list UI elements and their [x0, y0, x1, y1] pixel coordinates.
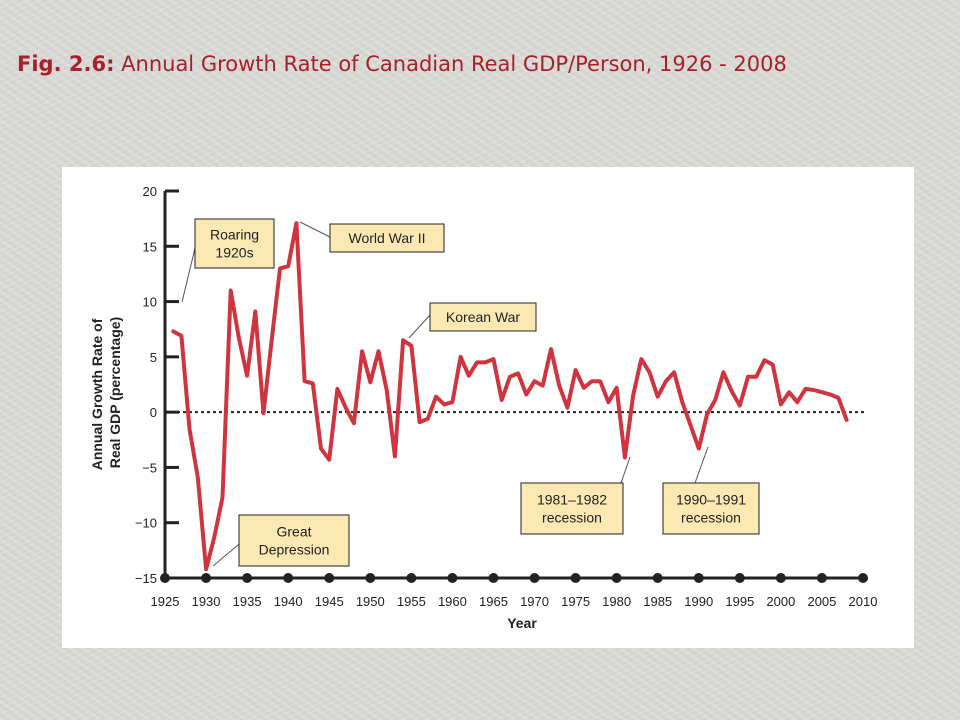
annotation-1990-1991-recession-box [662, 482, 760, 535]
slide-title: Fig. 2.6: Annual Growth Rate of Canadian… [17, 52, 787, 76]
annotation-1990-1991-recession-text: recession [681, 510, 741, 526]
y-axis-label-line-2: Real GDP (percentage) [107, 317, 123, 468]
x-tick-label: 1985 [643, 594, 672, 609]
y-axis-label-line-1: Annual Growth Rate of [89, 318, 105, 470]
x-tick-label: 1965 [479, 594, 508, 609]
annotation-great-depression-box [238, 514, 350, 567]
x-tick-label: 1990 [684, 594, 713, 609]
y-tick-label: 5 [150, 350, 157, 365]
y-tick-label: −5 [142, 460, 157, 475]
annotation-korean-war-text: Korean War [446, 309, 521, 325]
series-layer [171, 221, 849, 572]
annotation-1990-1991-recession-text: 1990–1991 [676, 492, 746, 508]
gdp-growth-chart: −15 −10 −5 0 5 10 15 20 1925 1930 1935 1940 1945 195… [89, 184, 878, 631]
y-tick-label: −10 [135, 516, 157, 531]
growth-rate-line [171, 221, 849, 572]
x-tick-label: 1980 [602, 594, 631, 609]
annotation-roaring-1920s-text: Roaring [210, 227, 259, 243]
y-tick-label: 0 [150, 405, 157, 420]
annotations: Roaring 1920s World War II Korean War Great D… [194, 218, 760, 567]
annotation-1981-1982-recession-box [520, 482, 624, 535]
annotation-roaring-1920s-box [194, 218, 275, 269]
chart-panel: −15 −10 −5 0 5 10 15 20 1925 1930 1935 1940 1945 195… [62, 167, 914, 648]
x-tick-label: 1930 [192, 594, 221, 609]
annotation-1990-1991-recession: 1990–1991 recession [662, 482, 760, 535]
y-tick-label: 20 [143, 184, 157, 199]
annotation-world-war-ii-leader [299, 221, 331, 238]
x-tick-label: 1970 [520, 594, 549, 609]
y-axis-label: Annual Growth Rate of Real GDP (percenta… [89, 315, 123, 471]
x-tick-label: 1940 [274, 594, 303, 609]
figure-label: Fig. 2.6: [17, 52, 115, 76]
x-tick-label: 1975 [561, 594, 590, 609]
x-tick-label: 2005 [807, 594, 836, 609]
y-tick-label: 15 [143, 239, 157, 254]
annotation-great-depression-text: Depression [259, 542, 330, 558]
annotation-leaders [181, 221, 709, 567]
annotation-roaring-1920s-text: 1920s [215, 245, 253, 261]
figure-title-text: Annual Growth Rate of Canadian Real GDP/… [114, 52, 787, 76]
annotation-1981-1982-recession: 1981–1982 recession [520, 482, 624, 535]
x-tick-label: 1995 [725, 594, 754, 609]
annotation-1981-1982-recession-text: recession [542, 510, 602, 526]
x-tick-label: 1925 [151, 594, 180, 609]
axes-layer: −15 −10 −5 0 5 10 15 20 1925 1930 1935 1940 1945 195… [135, 184, 878, 609]
annotation-roaring-1920s: Roaring 1920s [194, 218, 275, 269]
annotation-korean-war: Korean War [429, 302, 537, 332]
y-tick-label: 10 [143, 295, 157, 310]
annotation-roaring-1920s-leader [181, 243, 197, 303]
y-tick-label: −15 [135, 571, 157, 586]
x-tick-label: 1960 [438, 594, 467, 609]
annotation-1981-1982-recession-leader [620, 456, 631, 484]
annotation-great-depression: Great Depression [238, 514, 350, 567]
annotation-1990-1991-recession-leader [694, 446, 709, 484]
annotation-1981-1982-recession-text: 1981–1982 [537, 492, 607, 508]
annotation-world-war-ii: World War II [329, 223, 445, 253]
x-tick-label: 1945 [315, 594, 344, 609]
y-axis-ticks: −15 −10 −5 0 5 10 15 20 [135, 184, 179, 586]
annotation-great-depression-text: Great [276, 524, 311, 540]
annotation-korean-war-box [429, 302, 537, 332]
annotation-world-war-ii-box [329, 223, 445, 253]
x-tick-label: 2010 [849, 594, 878, 609]
x-axis-label: Year [507, 615, 537, 631]
x-tick-label: 2000 [766, 594, 795, 609]
annotation-world-war-ii-text: World War II [348, 230, 425, 246]
x-tick-label: 1935 [233, 594, 262, 609]
annotation-korean-war-leader [408, 314, 431, 339]
x-tick-label: 1955 [397, 594, 426, 609]
x-tick-label: 1950 [356, 594, 385, 609]
